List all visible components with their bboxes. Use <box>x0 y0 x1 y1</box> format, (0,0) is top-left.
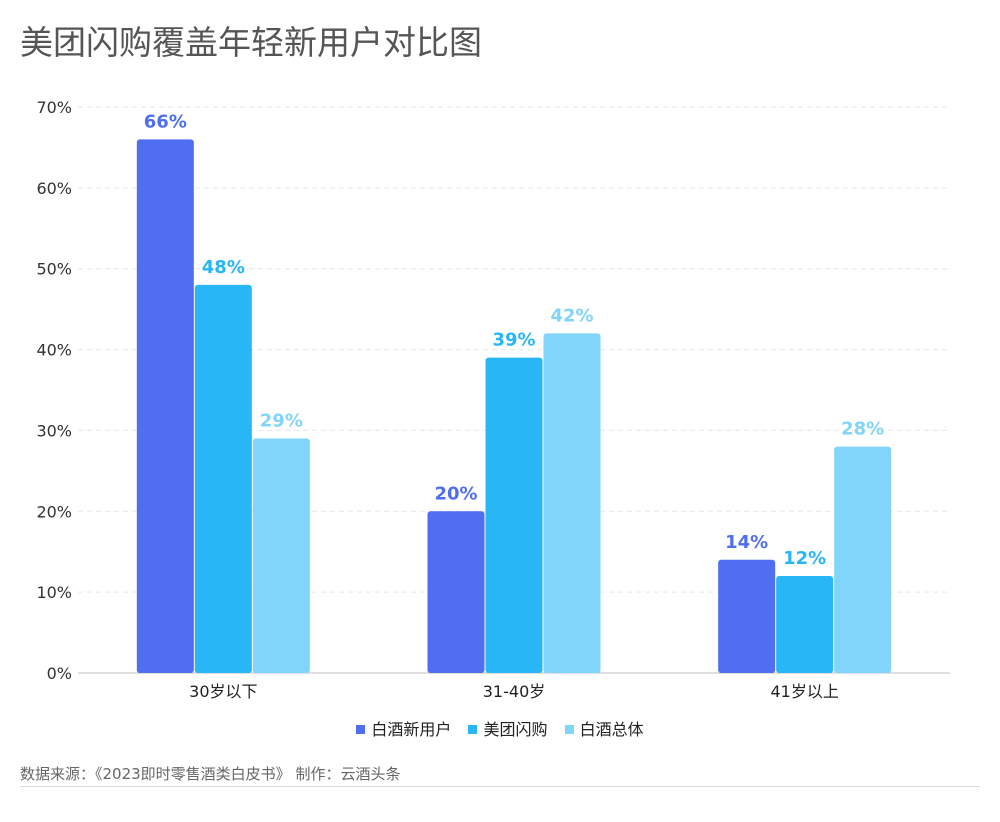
bar <box>194 284 252 673</box>
legend: 白酒新用户 美团闪购 白酒总体 <box>0 716 1000 740</box>
legend-item-series-3[interactable]: 白酒总体 <box>564 716 644 740</box>
bar <box>136 139 194 674</box>
bar <box>485 357 543 673</box>
legend-item-series-2[interactable]: 美团闪购 <box>468 716 548 740</box>
legend-label: 白酒新用户 <box>371 720 452 739</box>
y-tick-label: 0% <box>47 664 72 683</box>
x-tick-label: 41岁以上 <box>770 682 838 701</box>
y-tick-label: 40% <box>36 341 72 360</box>
y-tick-label: 20% <box>36 502 72 521</box>
x-tick-label: 30岁以下 <box>189 682 257 701</box>
data-label: 12% <box>783 548 826 569</box>
source-note: 数据来源：《2023即时零售酒类白皮书》 制作：云酒头条 <box>20 765 401 783</box>
legend-swatch <box>564 725 574 734</box>
data-label: 14% <box>725 532 768 553</box>
legend-swatch <box>468 725 478 734</box>
data-label: 29% <box>260 411 303 432</box>
y-axis-ticks: 0% 10% 20% 30% 40% 50% 60% 70% <box>36 98 72 683</box>
legend-label: 美团闪购 <box>483 720 548 739</box>
data-label: 20% <box>434 483 477 504</box>
data-label: 28% <box>841 419 884 440</box>
bar <box>718 559 776 673</box>
legend-item-series-1[interactable]: 白酒新用户 <box>356 716 451 740</box>
data-label: 39% <box>492 330 535 351</box>
x-tick-label: 31-40岁 <box>483 682 546 701</box>
data-label: 48% <box>202 257 245 278</box>
bar <box>252 438 310 673</box>
bar <box>427 511 485 673</box>
data-label: 66% <box>144 111 187 132</box>
legend-swatch <box>356 725 366 734</box>
chart-title: 美团闪购覆盖年轻新用户对比图 <box>20 23 482 62</box>
bar <box>776 575 834 673</box>
bars <box>136 139 892 674</box>
y-tick-label: 70% <box>36 98 72 117</box>
data-labels: 66% 48% 29% 20% 39% 42% 14% 12% 28% <box>144 111 884 569</box>
bar <box>543 333 601 673</box>
y-tick-label: 30% <box>36 421 72 440</box>
footer-divider <box>20 786 980 787</box>
bar <box>834 446 892 673</box>
y-tick-label: 10% <box>36 583 72 602</box>
bar-chart: 0% 10% 20% 30% 40% 50% 60% 70% 66% 48% 29% 20% 39% 4… <box>36 98 950 701</box>
y-tick-label: 50% <box>36 260 72 279</box>
data-label: 42% <box>550 305 593 326</box>
y-tick-label: 60% <box>36 179 72 198</box>
legend-label: 白酒总体 <box>579 720 644 739</box>
x-axis-ticks: 30岁以下 31-40岁 41岁以上 <box>189 682 839 701</box>
